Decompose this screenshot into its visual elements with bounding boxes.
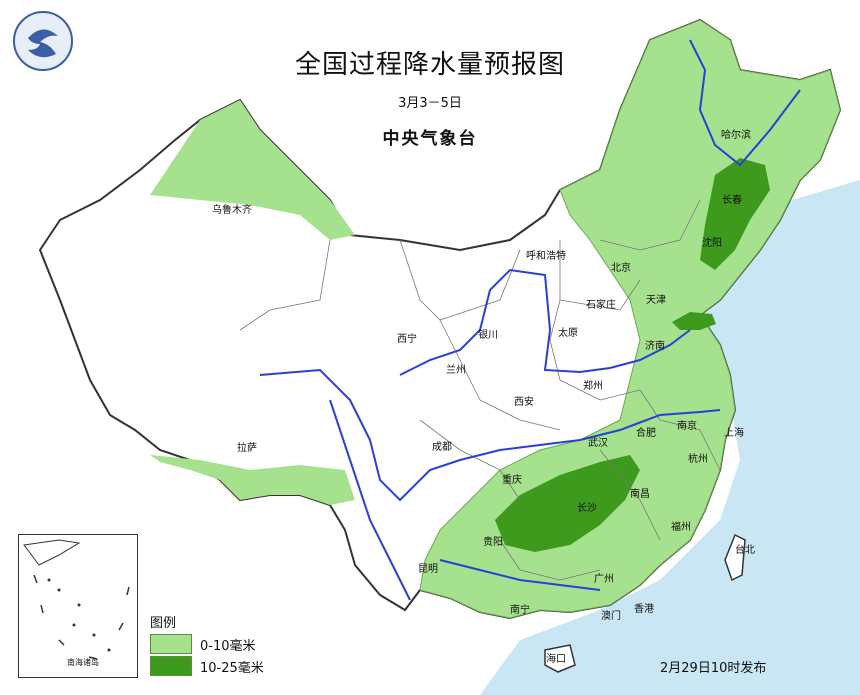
- city-label: 济南: [645, 341, 665, 352]
- city-label: 西宁: [397, 334, 417, 345]
- city-label: 南昌: [630, 489, 650, 500]
- city-label: 太原: [558, 328, 578, 339]
- rivers: [259, 39, 801, 601]
- city-label: 成都: [432, 442, 452, 453]
- forecast-period: 3月3－5日: [398, 96, 462, 111]
- city-label: 台北: [735, 545, 755, 556]
- city-label: 香港: [634, 604, 654, 615]
- city-label: 哈尔滨: [721, 130, 751, 141]
- heilong-river: [689, 39, 801, 167]
- city-label: 合肥: [636, 428, 656, 439]
- rain-zone-heavy-south: [495, 455, 640, 552]
- city-label: 乌鲁木齐: [212, 205, 252, 216]
- yellow-river: [399, 268, 691, 376]
- legend-label-heavy: 10-25毫米: [200, 661, 264, 676]
- legend-title: 图例: [150, 616, 177, 631]
- province-borders: [239, 199, 721, 581]
- city-label: 长春: [722, 195, 742, 206]
- inset-label: 南海诸岛: [67, 658, 99, 667]
- city-label: 澳门: [601, 611, 621, 622]
- city-label: 武汉: [588, 438, 608, 449]
- city-label: 昆明: [418, 564, 438, 575]
- city-label: 上海: [724, 428, 744, 439]
- issued-time: 2月29日10时发布: [660, 661, 767, 676]
- city-label: 天津: [646, 295, 666, 306]
- city-label: 兰州: [446, 365, 466, 376]
- city-label: 海口: [546, 654, 566, 665]
- city-label: 拉萨: [237, 443, 257, 454]
- rain-zone-heavy-northeast: [700, 158, 770, 270]
- sea-area: [480, 180, 860, 695]
- city-label: 呼和浩特: [526, 251, 566, 262]
- city-label: 福州: [671, 522, 691, 533]
- city-label: 重庆: [502, 475, 522, 486]
- city-label: 南京: [677, 421, 697, 432]
- rain-zone-light-northwest: [150, 100, 355, 240]
- city-label: 沈阳: [702, 238, 722, 249]
- rain-zone-heavy-shandong: [672, 312, 716, 330]
- city-label: 南宁: [510, 605, 530, 616]
- hainan-island: [544, 644, 576, 673]
- city-label: 贵阳: [483, 537, 503, 548]
- legend-swatch-heavy: [150, 656, 192, 676]
- taiwan-island: [724, 533, 746, 582]
- city-label: 银川: [478, 330, 498, 341]
- yangtze-river: [259, 368, 721, 502]
- city-label: 石家庄: [586, 300, 616, 311]
- city-label: 杭州: [688, 454, 708, 465]
- cma-logo: [13, 11, 73, 71]
- city-label: 北京: [611, 263, 631, 274]
- pearl-river: [439, 559, 601, 591]
- lancang-river: [329, 399, 411, 601]
- city-label: 西安: [514, 397, 534, 408]
- city-label: 郑州: [583, 381, 603, 392]
- map-title: 全国过程降水量预报图: [294, 50, 565, 80]
- legend-swatch-light: [150, 634, 192, 654]
- city-label: 长沙: [577, 503, 597, 514]
- rain-zone-light-tibet: [150, 455, 355, 505]
- inset-map: [23, 539, 130, 660]
- legend-label-light: 0-10毫米: [200, 639, 256, 654]
- city-label: 广州: [594, 574, 614, 585]
- south-china-sea-inset: 南海诸岛: [18, 534, 138, 678]
- agency-name: 中央气象台: [382, 129, 478, 149]
